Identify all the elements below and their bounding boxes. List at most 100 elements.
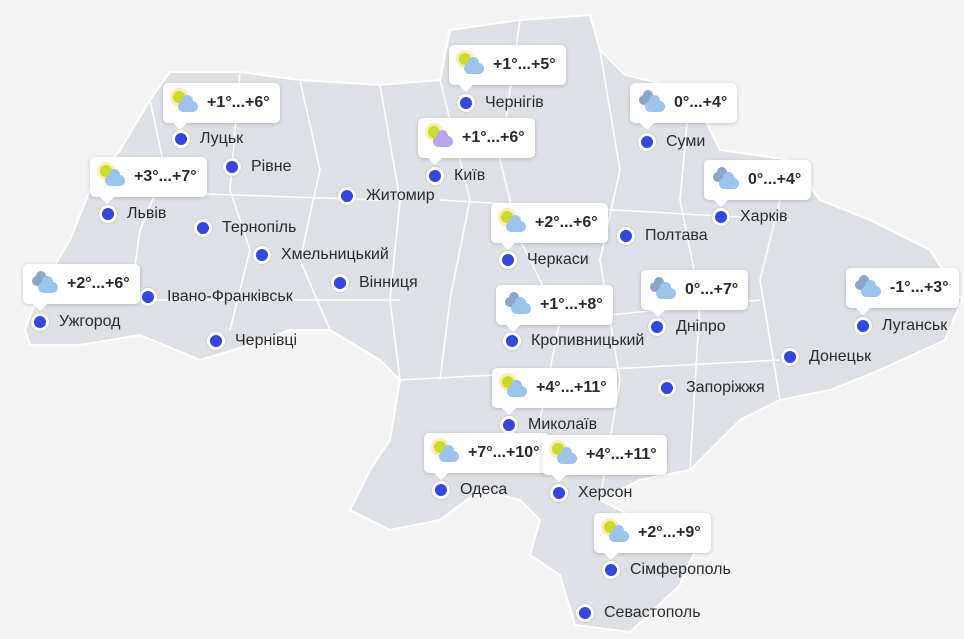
temperature-range: +2°...+9° <box>638 524 701 541</box>
city-marker[interactable]: Миколаїв <box>500 416 597 434</box>
city-dot[interactable] <box>194 219 212 237</box>
city-name: Київ <box>454 167 486 184</box>
city-dot[interactable] <box>139 288 157 306</box>
city-marker[interactable]: Дніпро <box>648 318 726 336</box>
sun-cloud-icon <box>602 520 630 546</box>
city-marker[interactable]: Хмельницький <box>253 246 389 264</box>
forecast-callout[interactable]: +7°...+10° <box>424 433 550 480</box>
city-name: Івано-Франківськ <box>167 288 293 305</box>
forecast-callout[interactable]: +2°...+6° <box>23 264 140 311</box>
city-name: Донецьк <box>809 348 872 365</box>
city-name: Одеса <box>460 481 508 498</box>
city-dot[interactable] <box>331 274 349 292</box>
city-marker[interactable]: Київ <box>426 167 485 185</box>
city-name: Тернопіль <box>222 219 297 236</box>
forecast-callout[interactable]: +2°...+6° <box>491 203 608 250</box>
city-marker[interactable]: Кропивницький <box>503 332 644 350</box>
forecast-callout[interactable]: +2°...+9° <box>594 513 711 560</box>
temperature-range: +1°...+6° <box>462 129 525 146</box>
cloudy-icon <box>504 292 532 318</box>
city-marker[interactable]: Харків <box>712 208 788 226</box>
city-marker[interactable]: Вінниця <box>331 274 418 292</box>
cloudy-icon <box>712 167 740 193</box>
city-name: Луганськ <box>882 317 948 334</box>
city-marker[interactable]: Львів <box>99 205 166 223</box>
city-dot[interactable] <box>602 561 620 579</box>
city-marker[interactable]: Луганськ <box>854 317 947 335</box>
city-marker[interactable]: Суми <box>638 133 705 151</box>
forecast-callout[interactable]: +4°...+11° <box>542 435 667 482</box>
sun-cloud-icon <box>98 164 126 190</box>
city-name: Миколаїв <box>528 416 598 433</box>
city-name: Чернівці <box>235 332 298 349</box>
city-name: Кропивницький <box>531 332 645 349</box>
forecast-callout[interactable]: 0°...+4° <box>630 83 738 130</box>
sun-cloud-icon <box>426 125 454 151</box>
forecast-callout[interactable]: -1°...+3° <box>846 268 959 315</box>
city-marker[interactable]: Черкаси <box>499 251 589 269</box>
sun-cloud-icon <box>550 442 578 468</box>
city-name: Житомир <box>366 187 435 204</box>
city-marker[interactable]: Сімферополь <box>602 561 731 579</box>
city-marker[interactable]: Севастополь <box>576 604 701 622</box>
city-name: Рівне <box>251 158 292 175</box>
sun-cloud-icon <box>171 90 199 116</box>
city-dot[interactable] <box>550 484 568 502</box>
city-dot[interactable] <box>207 332 225 350</box>
temperature-range: -1°...+3° <box>890 279 949 296</box>
city-marker[interactable]: Донецьк <box>781 348 871 366</box>
temperature-range: +1°...+5° <box>493 56 556 73</box>
city-dot[interactable] <box>854 317 872 335</box>
city-dot[interactable] <box>576 604 594 622</box>
city-marker[interactable]: Чернівці <box>207 332 297 350</box>
city-dot[interactable] <box>499 251 517 269</box>
city-marker[interactable]: Ужгород <box>31 313 121 331</box>
forecast-callout[interactable]: 0°...+4° <box>704 160 812 207</box>
city-dot[interactable] <box>457 94 475 112</box>
city-dot[interactable] <box>712 208 730 226</box>
city-marker[interactable]: Тернопіль <box>194 219 296 237</box>
city-dot[interactable] <box>617 227 635 245</box>
city-name: Запоріжжя <box>686 379 765 396</box>
city-dot[interactable] <box>223 158 241 176</box>
city-name: Хмельницький <box>281 246 389 263</box>
city-dot[interactable] <box>658 379 676 397</box>
city-dot[interactable] <box>638 133 656 151</box>
city-marker[interactable]: Запоріжжя <box>658 379 765 397</box>
city-name: Черкаси <box>527 251 589 268</box>
temperature-range: +1°...+8° <box>540 296 603 313</box>
forecast-callout[interactable]: +3°...+7° <box>90 157 207 204</box>
forecast-callout[interactable]: +1°...+6° <box>163 83 280 130</box>
city-name: Луцьк <box>200 130 244 147</box>
city-dot[interactable] <box>338 187 356 205</box>
city-dot[interactable] <box>503 332 521 350</box>
city-dot[interactable] <box>172 130 190 148</box>
forecast-callout[interactable]: +1°...+5° <box>449 45 566 92</box>
forecast-callout[interactable]: 0°...+7° <box>641 270 749 317</box>
city-marker[interactable]: Рівне <box>223 158 291 176</box>
forecast-callout[interactable]: +1°...+6° <box>418 118 535 165</box>
city-marker[interactable]: Полтава <box>617 227 708 245</box>
city-dot[interactable] <box>781 348 799 366</box>
city-dot[interactable] <box>500 416 518 434</box>
city-marker[interactable]: Одеса <box>432 481 507 499</box>
forecast-callout[interactable]: +1°...+8° <box>496 285 613 332</box>
city-dot[interactable] <box>426 167 444 185</box>
city-marker[interactable]: Чернігів <box>457 94 544 112</box>
temperature-range: 0°...+7° <box>685 281 739 298</box>
city-dot[interactable] <box>432 481 450 499</box>
temperature-range: +2°...+6° <box>67 275 130 292</box>
city-marker[interactable]: Луцьк <box>172 130 243 148</box>
city-marker[interactable]: Херсон <box>550 484 632 502</box>
city-dot[interactable] <box>648 318 666 336</box>
city-dot[interactable] <box>31 313 49 331</box>
cloudy-icon <box>854 275 882 301</box>
cloudy-icon <box>638 90 666 116</box>
forecast-callout[interactable]: +4°...+11° <box>492 368 617 415</box>
city-dot[interactable] <box>99 205 117 223</box>
city-marker[interactable]: Житомир <box>338 187 435 205</box>
city-marker[interactable]: Івано-Франківськ <box>139 288 293 306</box>
sun-cloud-icon <box>499 210 527 236</box>
cloudy-icon <box>649 277 677 303</box>
city-dot[interactable] <box>253 246 271 264</box>
